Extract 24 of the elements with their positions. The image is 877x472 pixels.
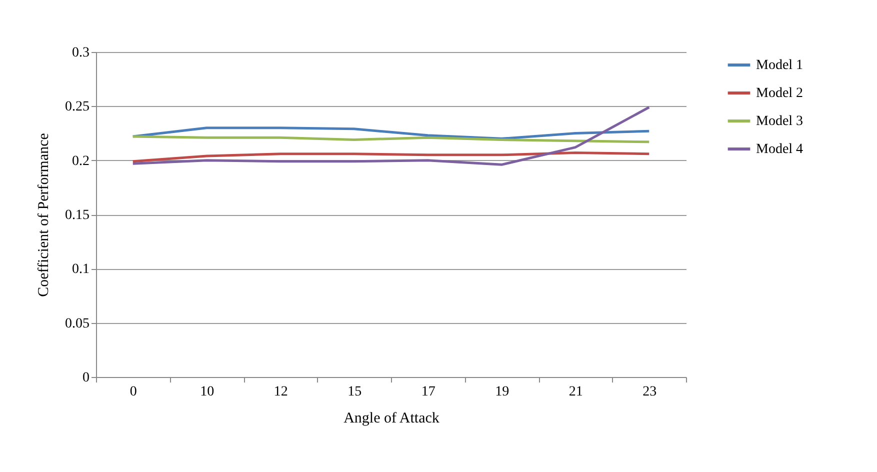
y-tick-label: 0.15 — [65, 208, 90, 223]
x-tick-label: 15 — [348, 384, 362, 400]
y-tick-label: 0.05 — [65, 316, 90, 332]
y-tick-label: 0.1 — [72, 262, 90, 278]
x-tick-label: 10 — [200, 384, 214, 400]
x-tick-label: 12 — [274, 384, 288, 400]
legend-label: Model 1 — [756, 58, 804, 73]
y-axis-title: Coefficient of Performance — [36, 132, 52, 297]
y-tick-label: 0 — [82, 370, 90, 386]
y-tick-label: 0.3 — [72, 46, 90, 60]
x-tick-label: 21 — [568, 384, 583, 400]
legend-label: Model 3 — [756, 114, 804, 129]
y-tick-label: 0.25 — [65, 100, 90, 115]
x-tick-label: 23 — [642, 384, 657, 400]
line-series — [132, 126, 650, 140]
legend-label: Model 2 — [756, 86, 804, 101]
x-tick-label: 19 — [495, 384, 510, 400]
x-axis-title: Angle of Attack — [344, 410, 440, 426]
legend-label: Model 4 — [756, 142, 804, 157]
line-series — [132, 106, 650, 166]
x-tick-label: 0 — [130, 384, 137, 400]
line-series — [132, 152, 650, 163]
x-tick-label: 17 — [421, 384, 436, 400]
y-tick-label: 0.2 — [72, 154, 90, 169]
